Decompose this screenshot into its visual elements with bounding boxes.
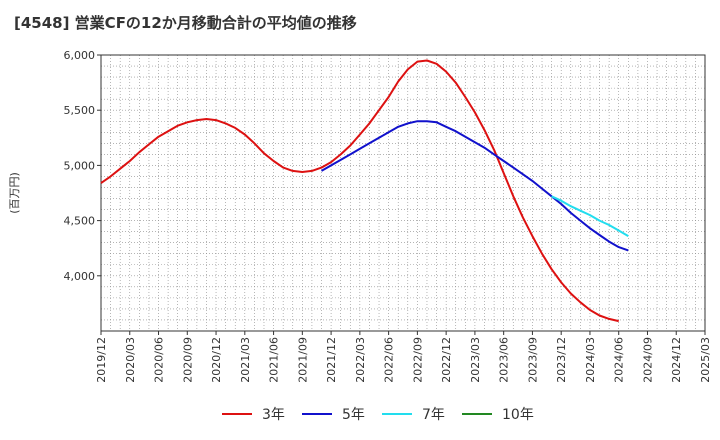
legend-label-1: 5年 [342,407,365,423]
legend-label-2: 7年 [422,407,445,423]
x-tick-label: 2023/12 [555,337,568,383]
legend-label-3: 10年 [502,407,534,423]
y-tick-label: 5,500 [64,104,96,117]
series-line-0 [100,59,619,323]
plot-border [100,54,706,332]
x-tick-label: 2023/09 [526,337,539,383]
x-tick-label: 2020/03 [124,337,137,383]
x-tick-label: 2022/03 [354,337,367,383]
x-tick-label: 2021/12 [325,337,338,383]
plot-area [101,55,705,331]
y-axis-label: (百万円) [8,172,21,214]
x-tick-label: 2021/03 [239,337,252,383]
x-tick-label: 2020/06 [153,337,166,383]
series-line-1 [321,120,629,252]
x-tick-label: 2022/06 [383,337,396,383]
x-tick-label: 2021/06 [268,337,281,383]
chart-title: [4548] 営業CFの12か月移動合計の平均値の推移 [14,14,357,32]
x-tick-label: 2020/12 [210,337,223,383]
x-tick-label: 2024/03 [584,337,597,383]
x-tick-label: 2023/06 [498,337,511,383]
x-tick-label: 2019/12 [95,337,108,383]
y-tick-label: 5,000 [64,159,96,172]
x-tick-label: 2023/03 [469,337,482,383]
legend-label-0: 3年 [262,407,285,423]
x-tick-label: 2021/09 [296,337,309,383]
x-tick-label: 2022/12 [440,337,453,383]
x-tick-label: 2024/09 [641,337,654,383]
x-tick-label: 2024/12 [670,337,683,383]
x-tick-label: 2024/06 [613,337,626,383]
y-tick-label: 4,500 [64,215,96,228]
y-tick-label: 6,000 [64,49,96,62]
y-tick-label: 4,000 [64,270,96,283]
series-line-2 [551,195,629,237]
x-tick-label: 2022/09 [411,337,424,383]
x-tick-label: 2025/03 [699,337,712,383]
x-tick-label: 2020/09 [181,337,194,383]
